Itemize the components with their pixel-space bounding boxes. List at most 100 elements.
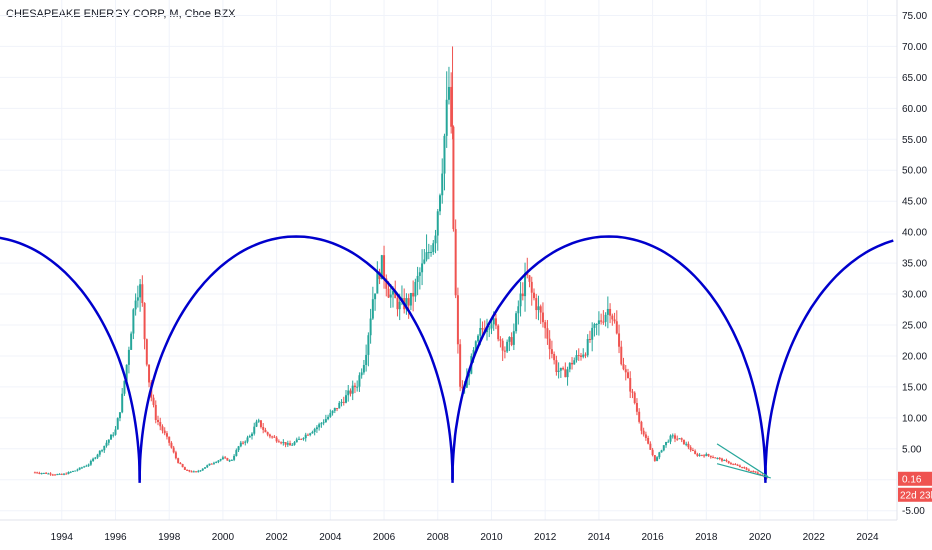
candle [306, 433, 309, 436]
candle [221, 455, 224, 460]
candle [622, 357, 625, 371]
candle [747, 468, 750, 472]
candle [633, 391, 636, 405]
candle [36, 471, 39, 474]
candle [750, 470, 753, 472]
candle [651, 447, 654, 457]
candle [331, 410, 334, 416]
candle [539, 304, 542, 324]
candle [367, 332, 370, 367]
candle [445, 71, 448, 148]
candle [181, 463, 184, 468]
candle [242, 440, 245, 445]
candle [165, 431, 168, 440]
candle [217, 460, 220, 464]
x-tick-label: 1998 [158, 532, 181, 543]
candle [517, 300, 520, 325]
candle [329, 409, 332, 418]
candle [318, 422, 321, 431]
x-tick-label: 2008 [427, 532, 450, 543]
candle [248, 434, 251, 438]
candle [528, 274, 531, 288]
candle [259, 420, 262, 429]
candle [168, 436, 171, 446]
candle [732, 463, 735, 466]
candle [678, 438, 681, 440]
candle [362, 359, 365, 375]
candle [277, 439, 280, 443]
time-axis[interactable]: 1994 1996 1998 2000 2002 2004 2006 2008 2010 2012… [0, 519, 897, 543]
y-tick-label: -5.00 [902, 506, 925, 517]
candle [734, 463, 737, 466]
candle [553, 351, 556, 365]
candle [515, 311, 518, 334]
candle [60, 473, 63, 475]
candle [416, 266, 419, 296]
candle [338, 400, 341, 409]
candle [195, 471, 198, 473]
candle [351, 380, 354, 401]
candle [172, 445, 175, 454]
candle [575, 350, 578, 363]
candle [83, 465, 86, 468]
candle [85, 464, 88, 467]
candle [371, 286, 374, 320]
x-tick-label: 1996 [104, 532, 127, 543]
candle [615, 310, 618, 335]
candle [725, 458, 728, 463]
candle [508, 336, 511, 351]
candle [635, 398, 638, 416]
candle [183, 466, 186, 470]
price-axis[interactable]: 75.00 70.00 65.00 60.00 55.00 50.00 45.00 40.00… [896, 0, 927, 520]
candle [698, 453, 701, 457]
y-tick-label: 70.00 [902, 42, 927, 53]
candle [89, 459, 92, 466]
candle [584, 352, 587, 359]
candle [582, 348, 585, 359]
candle [689, 445, 692, 452]
candle [264, 427, 267, 433]
candle [714, 457, 717, 459]
candle [604, 312, 607, 327]
x-tick-label: 1994 [51, 532, 74, 543]
candle [718, 456, 721, 461]
candle [289, 440, 292, 446]
candle [432, 239, 435, 255]
candle [396, 293, 399, 317]
candle [174, 450, 177, 460]
candle [374, 293, 377, 311]
candle [613, 312, 616, 324]
candle [738, 464, 741, 468]
svg-text:22d 23h: 22d 23h [900, 490, 932, 501]
candle [756, 471, 759, 475]
candle [215, 461, 218, 464]
y-tick-label: 30.00 [902, 290, 927, 301]
candle [418, 267, 421, 290]
candle [676, 435, 679, 441]
candle [369, 308, 372, 344]
y-tick-label: 10.00 [902, 413, 927, 424]
candle [541, 302, 544, 328]
candle [456, 287, 459, 354]
candle [69, 471, 72, 474]
candle [170, 441, 173, 449]
candle [58, 473, 61, 475]
candle [745, 467, 748, 471]
candle [253, 422, 256, 436]
candle [611, 313, 614, 326]
falling-wedge [716, 443, 771, 479]
candle [409, 292, 412, 311]
candle [600, 313, 603, 325]
candle [535, 293, 538, 320]
candle [295, 437, 298, 443]
candle [228, 459, 231, 463]
candle [45, 471, 48, 474]
candle [642, 427, 645, 437]
x-tick-label: 2024 [856, 532, 879, 543]
candle [110, 433, 113, 440]
candle [447, 66, 450, 105]
candle [680, 437, 683, 443]
svg-text:0.16: 0.16 [902, 474, 922, 485]
candle [145, 338, 148, 367]
